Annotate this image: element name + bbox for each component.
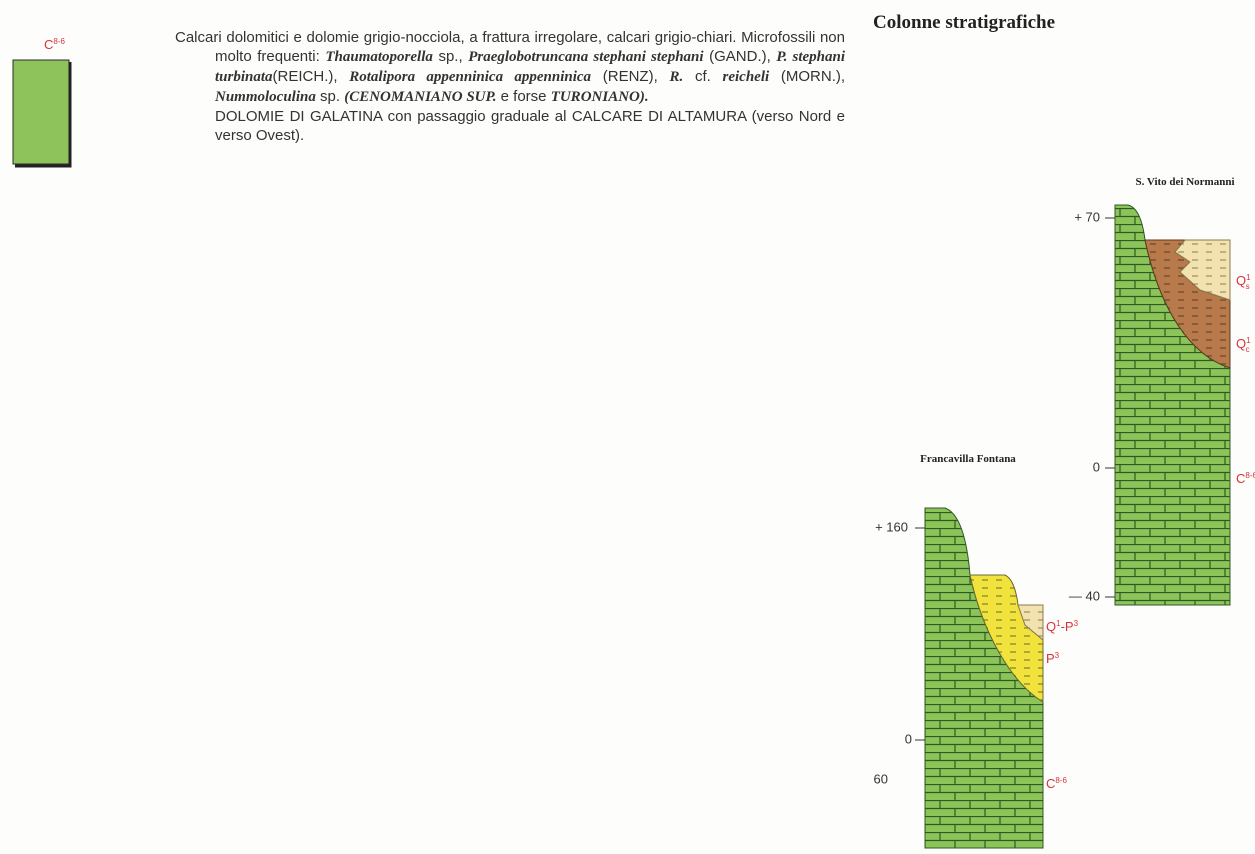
unit-letter: Q bbox=[1236, 336, 1246, 351]
elevation-label: 0 bbox=[1093, 459, 1100, 474]
unit-label: Q1 s bbox=[1236, 273, 1251, 291]
unit-letter: P bbox=[1046, 651, 1055, 666]
taxon-text: reicheli bbox=[722, 69, 770, 85]
unit-sup: 8-6 bbox=[1055, 776, 1067, 785]
text-segment: e forse bbox=[496, 88, 551, 105]
text-segment: sp., bbox=[432, 48, 469, 65]
paragraph: DOLOMIE DI GALATINA con passaggio gradua… bbox=[215, 108, 845, 144]
unit-qs bbox=[1174, 239, 1231, 301]
elevation-label: 60 bbox=[874, 771, 888, 786]
elevation-label: — 40 bbox=[1069, 588, 1100, 603]
unit-sup: 1 bbox=[1246, 336, 1251, 345]
unit-letter: Q bbox=[1236, 273, 1246, 288]
text-segment: sp. bbox=[315, 88, 345, 105]
taxon-text: Rotalipora appenninica appenninica bbox=[349, 69, 592, 85]
elevation-ticks bbox=[1105, 217, 1115, 598]
unit-sub: c bbox=[1246, 345, 1250, 354]
column-name: Francavilla Fontana bbox=[920, 453, 1016, 465]
swatch-shadow bbox=[15, 62, 72, 168]
unit-sup: 1 bbox=[1246, 273, 1251, 282]
elevation-label: 0 bbox=[905, 731, 912, 746]
unit-sup: 8-6 bbox=[1245, 471, 1255, 480]
legend-symbol: C8-6 bbox=[44, 37, 66, 53]
taxon-text: R. bbox=[669, 69, 684, 85]
taxon-text: P. stephani turbinata bbox=[215, 49, 846, 85]
elevation-label: + 70 bbox=[1074, 209, 1100, 224]
text-segment: (MORN.), bbox=[769, 68, 846, 85]
text-segment: (GAND.), bbox=[703, 48, 777, 65]
paragraph: Calcari dolomitici e dolomie grigio-nocc… bbox=[175, 28, 845, 107]
column-name: S. Vito dei Normanni bbox=[1135, 176, 1234, 188]
legend-description: Calcari dolomitici e dolomie grigio-nocc… bbox=[175, 28, 845, 145]
unit-label: C8-6 bbox=[1046, 776, 1068, 792]
taxon-text: (CENOMANIANO SUP. bbox=[344, 89, 497, 105]
unit-sub: s bbox=[1246, 282, 1250, 291]
unit-sup: 8-6 bbox=[53, 37, 65, 46]
taxon-text: Thaumatoporella bbox=[325, 49, 433, 65]
unit-letter: C bbox=[1236, 471, 1245, 486]
unit-sup: 3 bbox=[1074, 619, 1079, 628]
unit-p3 bbox=[969, 574, 1044, 703]
taxon-text: Praeglobotruncana stephani stephani bbox=[468, 49, 704, 65]
legend-swatch bbox=[12, 59, 70, 165]
unit-letter: C bbox=[44, 37, 53, 52]
unit-label: P3 bbox=[1046, 651, 1060, 667]
column-francavilla bbox=[915, 507, 1044, 849]
elevation-label: + 160 bbox=[875, 519, 908, 534]
unit-letter: -P bbox=[1061, 619, 1074, 634]
columns-title: Colonne stratigrafiche bbox=[873, 12, 1056, 33]
unit-label: Q1-P3 bbox=[1046, 619, 1079, 635]
unit-q1-p3 bbox=[1017, 604, 1044, 642]
text-segment: cf. bbox=[683, 68, 723, 85]
elevation-ticks bbox=[915, 527, 925, 741]
unit-label: C8-6 bbox=[1236, 471, 1255, 487]
text-segment: (REICH.), bbox=[272, 68, 350, 85]
text-segment: (RENZ), bbox=[591, 68, 670, 85]
taxon-text: TURONIANO). bbox=[550, 89, 649, 105]
unit-letter: Q bbox=[1046, 619, 1056, 634]
text-segment: Calcari dolomitici e dolomie grigio-nocc… bbox=[175, 29, 845, 65]
unit-label: Q1 c bbox=[1236, 336, 1251, 354]
taxon-text: Nummoloculina bbox=[215, 89, 316, 105]
unit-letter: C bbox=[1046, 776, 1055, 791]
column-s-vito bbox=[1105, 204, 1231, 606]
unit-sup: 1 bbox=[1056, 619, 1061, 628]
unit-sup: 3 bbox=[1055, 651, 1060, 660]
